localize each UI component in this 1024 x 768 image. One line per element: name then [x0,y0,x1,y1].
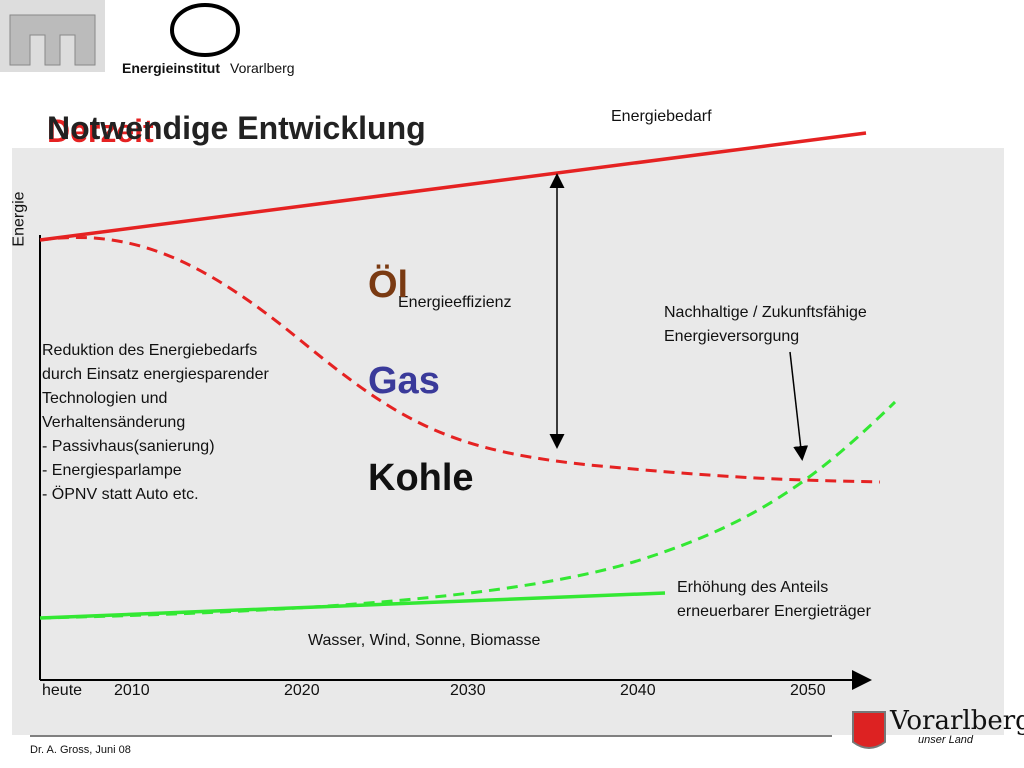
plot-panel [12,148,1004,735]
reduction-note-line: - Passivhaus(sanierung) [42,438,215,455]
x-label: 2020 [284,682,320,699]
reduction-note-line: Reduktion des Energiebedarfs [42,342,258,359]
reduced-demand-line [39,236,881,484]
x-label: 2040 [620,682,656,699]
pointer-arrow [789,351,809,461]
reduction-note-line: Technologien und [42,390,168,407]
efficiency-label: Energieeffizienz [398,294,512,311]
fuel-coal: Kohle [368,457,474,499]
fuel-oil: Öl [368,264,409,306]
reduction-note-line: durch Einsatz energiesparender [42,366,269,383]
sustainable-note-line: Nachhaltige / Zukunftsfähige [664,304,867,321]
x-label: heute [42,682,83,699]
brand-sub: unser Land [918,734,974,746]
renewable-note-line: erneuerbarer Energieträger [677,603,871,620]
brand: Vorarlberg [890,706,1024,736]
reduction-note-line: Verhaltensänderung [42,414,186,431]
renewable-note-line: Erhöhung des Anteils [677,579,829,596]
x-label: 2010 [114,682,150,699]
x-label: 2050 [790,682,826,699]
author: Dr. A. Gross, Juni 08 [30,744,131,756]
title: Notwendige Entwicklung [47,110,426,146]
renewable-growth-line [39,400,897,620]
renewable-sources: Wasser, Wind, Sonne, Biomasse [308,632,541,649]
demand-line [39,131,867,242]
reduction-note-line: - Energiesparlampe [42,462,182,479]
coat-of-arms [852,711,886,749]
fuel-gas: Gas [368,360,440,402]
demand-label: Energiebedarf [611,108,712,125]
sustainable-note-line: Energieversorgung [664,328,800,345]
logo-building-shape [9,14,96,66]
institute-suffix: Vorarlberg [230,60,295,76]
y-axis-label: Energie [10,191,28,247]
logo-circle [170,3,240,57]
x-label: 2030 [450,682,486,699]
institute-name: Energieinstitut [122,60,221,76]
previous-title: Derzeit [47,113,154,149]
reduction-note-line: - ÖPNV statt Auto etc. [42,486,199,503]
